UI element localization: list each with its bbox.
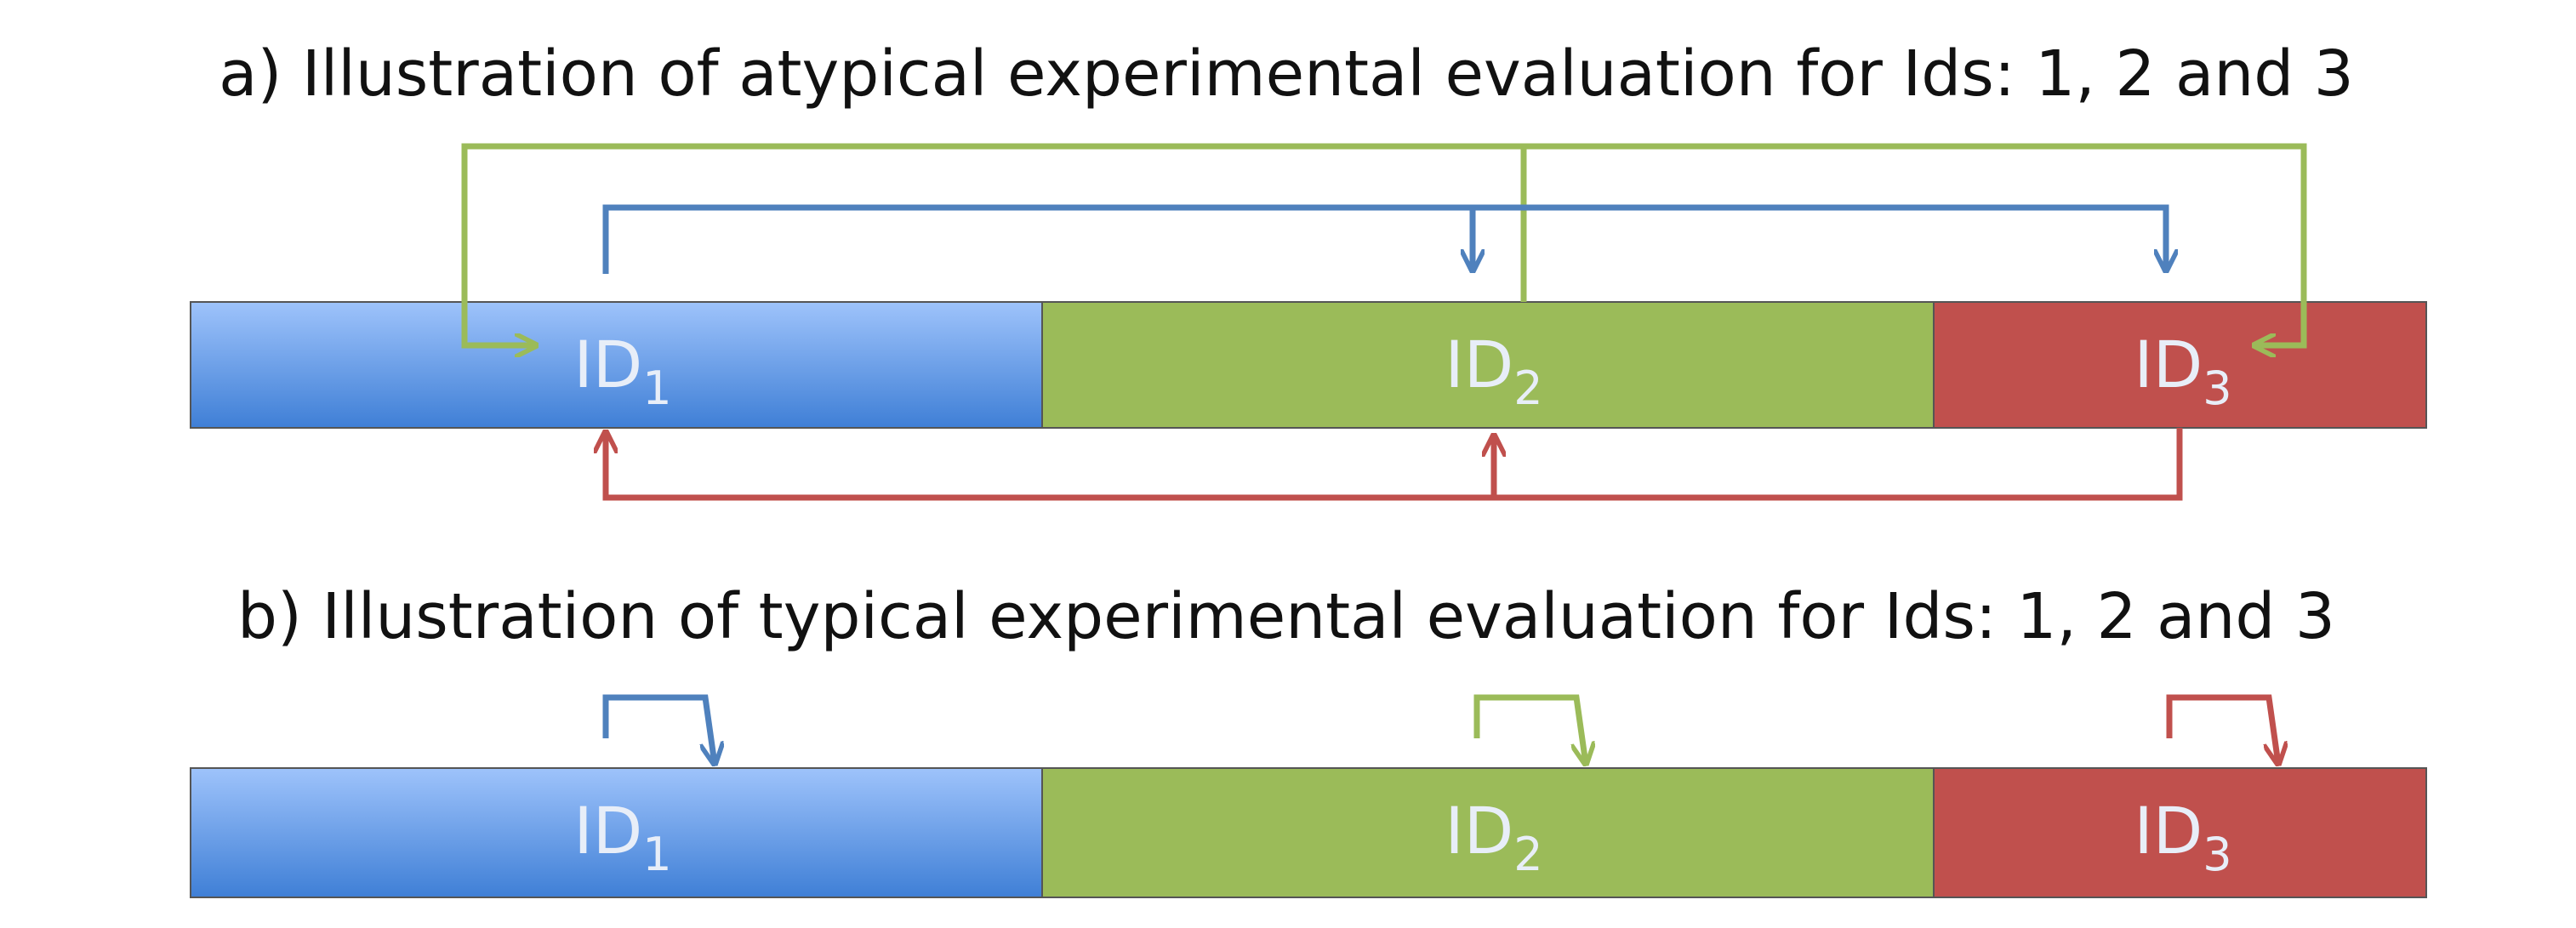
segment-label: ID1 (573, 327, 671, 415)
bar (190, 767, 2427, 898)
segment-1 (190, 301, 1043, 429)
arrows-blue (602, 204, 2166, 274)
self-arrow-blue (602, 694, 715, 764)
text: ID (573, 793, 642, 868)
segment-label: ID2 (1445, 793, 1542, 881)
segment-3 (1933, 301, 2427, 429)
self-arrow-red (2166, 694, 2278, 764)
segment-label: ID3 (2134, 793, 2231, 881)
text: 1 (642, 362, 671, 415)
segment-2 (1041, 301, 1935, 429)
text: ID (573, 327, 642, 402)
segment-1 (190, 767, 1043, 898)
text: 2 (1513, 362, 1542, 415)
text: ID (1445, 327, 1513, 402)
self-arrow-green (1473, 694, 1586, 764)
bar (190, 301, 2427, 429)
segment-label: ID1 (573, 793, 671, 881)
text: 2 (1513, 828, 1542, 881)
panel-title: b) Illustration of typical experimental … (237, 580, 2335, 653)
arrows-green (461, 143, 2307, 345)
text: ID (2134, 793, 2203, 868)
text: ID (1445, 793, 1513, 868)
text: ID (2134, 327, 2203, 402)
segment-label: ID3 (2134, 327, 2231, 415)
segment-2 (1041, 767, 1935, 898)
text: 3 (2203, 362, 2231, 415)
text: 1 (642, 828, 671, 881)
segment-3 (1933, 767, 2427, 898)
segment-label: ID2 (1445, 327, 1542, 415)
text: 3 (2203, 828, 2231, 881)
panel-title: a) Illustration of atypical experimental… (219, 37, 2354, 111)
arrows-red (606, 428, 2183, 501)
